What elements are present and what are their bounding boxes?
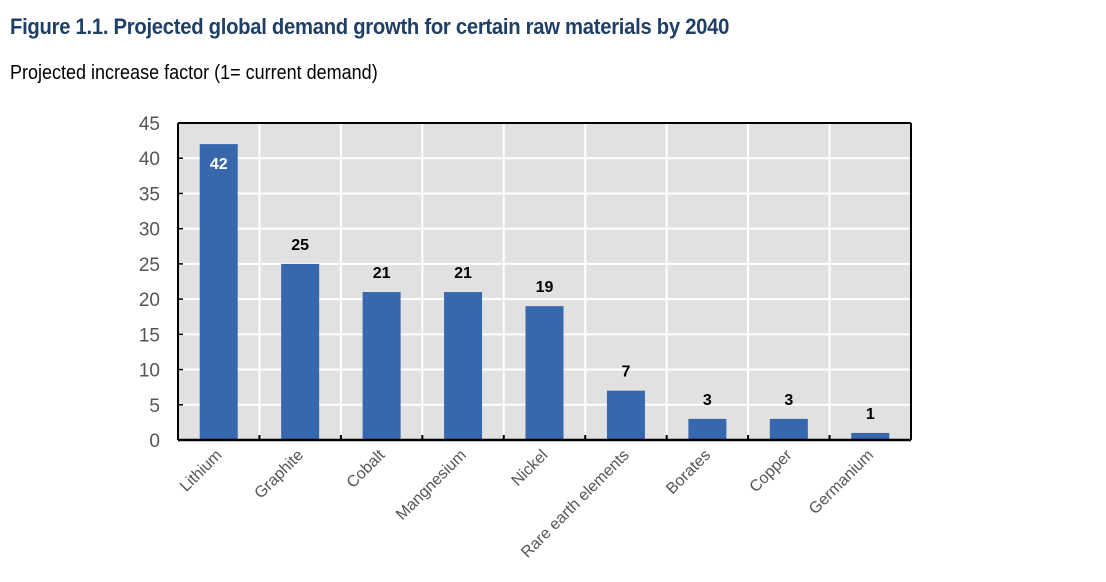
bar-graphite xyxy=(281,263,320,440)
x-tick-label: Copper xyxy=(747,446,797,496)
data-label: 19 xyxy=(536,279,554,296)
y-tick-label: 10 xyxy=(139,361,160,382)
y-tick-label: 30 xyxy=(139,220,160,241)
x-tick-label: Germanium xyxy=(806,447,877,518)
chart-subtitle: Projected increase factor (1= current de… xyxy=(10,62,378,84)
axes xyxy=(177,122,912,442)
data-label: 7 xyxy=(621,364,630,381)
x-tick-label: Lithium xyxy=(177,447,225,495)
x-tick-label: Graphite xyxy=(252,447,307,502)
y-tick-label: 0 xyxy=(149,431,160,452)
x-tick-label: Mangnesium xyxy=(393,447,470,524)
bar-mangnesium xyxy=(444,292,483,440)
x-tick-label: Nickel xyxy=(509,447,552,490)
y-tick-label: 5 xyxy=(149,396,160,417)
data-labels: 42 25 21 21 19 7 3 3 1 xyxy=(210,156,875,423)
data-label: 21 xyxy=(454,265,472,282)
y-tick-label: 25 xyxy=(139,255,160,276)
data-label: 42 xyxy=(210,156,228,173)
x-tick-label: Cobalt xyxy=(344,446,389,491)
y-tick-label: 40 xyxy=(139,149,160,170)
y-axis-ticks: 0 5 10 15 20 25 30 35 40 45 xyxy=(139,114,183,452)
bar-cobalt xyxy=(362,292,401,440)
y-tick-label: 45 xyxy=(139,114,160,135)
y-tick-label: 20 xyxy=(139,290,160,311)
data-label: 3 xyxy=(784,392,793,409)
bar-borates xyxy=(688,418,727,440)
y-tick-label: 35 xyxy=(139,184,160,205)
data-label: 3 xyxy=(703,392,712,409)
x-tick-label: Borates xyxy=(663,447,714,498)
data-label: 25 xyxy=(291,237,309,254)
data-label: 21 xyxy=(373,265,391,282)
bar-rare-earth-elements xyxy=(606,390,645,440)
y-tick-label: 15 xyxy=(139,325,160,346)
chart-title: Figure 1.1. Projected global demand grow… xyxy=(10,14,730,39)
bar-nickel xyxy=(525,306,564,440)
bar-lithium xyxy=(199,144,238,440)
bars xyxy=(199,144,890,440)
data-label: 1 xyxy=(866,406,875,423)
bar-germanium xyxy=(851,432,890,440)
x-axis-labels: Lithium Graphite Cobalt Mangnesium NickelRar… xyxy=(177,446,877,561)
bar-copper xyxy=(769,418,808,440)
